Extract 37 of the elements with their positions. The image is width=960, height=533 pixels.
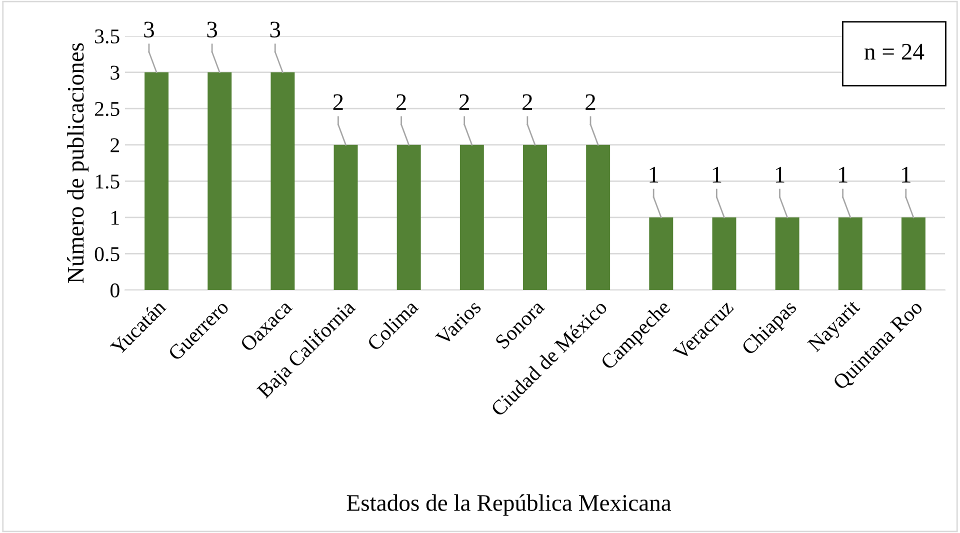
bar — [208, 72, 232, 290]
data-label: 1 — [712, 166, 722, 182]
y-tick-label: 2 — [110, 138, 119, 152]
data-label: 1 — [902, 166, 910, 182]
bar — [712, 217, 736, 290]
data-label: 1 — [650, 166, 658, 182]
data-label: 3 — [270, 22, 280, 38]
y-tick-label: 1 — [112, 210, 119, 225]
bar — [334, 144, 358, 290]
bar — [270, 72, 295, 290]
data-label: 3 — [207, 22, 218, 38]
bar — [838, 217, 862, 290]
data-label: 2 — [459, 94, 469, 110]
bar — [396, 144, 421, 290]
data-label: 1 — [776, 166, 784, 182]
data-label: 2 — [522, 94, 532, 110]
y-axis-title: Número de publicaciones — [67, 43, 89, 283]
bar — [901, 217, 926, 290]
y-tick-label: 3 — [110, 66, 120, 80]
bar — [586, 144, 610, 290]
y-tick-label: 1.5 — [96, 174, 120, 189]
y-tick-label: 3.5 — [95, 29, 120, 44]
bar — [460, 144, 484, 290]
bar — [144, 72, 169, 290]
bar — [775, 217, 800, 290]
data-label: 2 — [333, 94, 343, 110]
data-label: 3 — [144, 22, 154, 38]
annotation: n = 24 — [864, 44, 924, 60]
bar — [523, 144, 547, 290]
y-tick-label: 2.5 — [95, 102, 120, 116]
y-tick-label: 0 — [110, 283, 120, 298]
data-label: 1 — [838, 166, 848, 182]
y-tick-label: 0.5 — [94, 247, 120, 262]
x-axis-title: Estados de la República Mexicana — [346, 494, 672, 516]
bar — [649, 217, 674, 290]
data-label: 2 — [396, 94, 406, 110]
data-label: 2 — [586, 94, 596, 110]
